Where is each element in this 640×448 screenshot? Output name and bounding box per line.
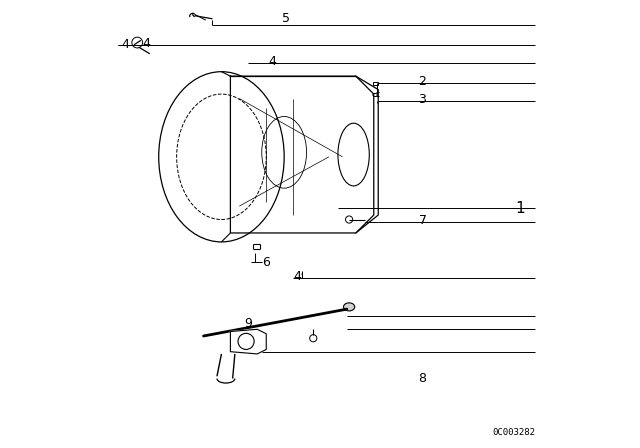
Text: 4: 4 — [122, 38, 130, 52]
Bar — [373, 82, 378, 85]
Text: 1: 1 — [515, 201, 525, 216]
Text: 4: 4 — [142, 37, 150, 51]
Text: 9: 9 — [244, 317, 252, 330]
Circle shape — [132, 37, 143, 48]
Circle shape — [238, 333, 254, 349]
Text: 0C003282: 0C003282 — [492, 428, 535, 437]
Text: 8: 8 — [419, 372, 427, 385]
Ellipse shape — [344, 303, 355, 311]
Text: 6: 6 — [262, 255, 269, 269]
Ellipse shape — [373, 94, 378, 97]
Text: 4: 4 — [293, 270, 301, 283]
Circle shape — [346, 216, 353, 223]
Text: 7: 7 — [419, 214, 427, 227]
Text: 4: 4 — [269, 55, 276, 69]
Text: 5: 5 — [282, 12, 290, 26]
Text: 2: 2 — [419, 75, 426, 88]
Polygon shape — [230, 329, 266, 354]
Text: 3: 3 — [419, 93, 426, 106]
Circle shape — [310, 335, 317, 342]
